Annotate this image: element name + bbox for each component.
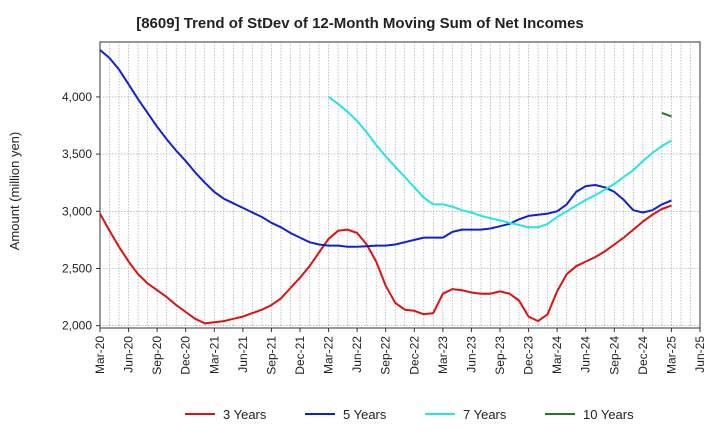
y-axis-title: Amount (million yen) xyxy=(7,132,22,251)
legend-label-7-years: 7 Years xyxy=(463,407,507,422)
chart-title: [8609] Trend of StDev of 12-Month Moving… xyxy=(136,15,584,32)
x-tick-label: Mar-25 xyxy=(664,336,678,374)
x-tick-label: Mar-22 xyxy=(322,336,336,374)
x-tick-label: Dec-21 xyxy=(293,336,307,375)
y-tick-label: 3,000 xyxy=(62,204,92,218)
x-tick-label: Dec-24 xyxy=(636,336,650,375)
series-line-5-years xyxy=(99,49,672,248)
grid-lines xyxy=(100,42,700,328)
legend-label-10-years: 10 Years xyxy=(583,407,634,422)
x-tick-label: Jun-23 xyxy=(464,336,478,373)
series-line-7-years xyxy=(328,96,672,229)
legend-label-3-years: 3 Years xyxy=(223,407,267,422)
x-tick-label: Jun-24 xyxy=(579,336,593,373)
y-tick-label: 3,500 xyxy=(62,147,92,161)
series-line-10-years xyxy=(661,111,672,118)
x-tick-label: Mar-24 xyxy=(550,336,564,374)
series-line-3-years xyxy=(99,204,672,325)
x-tick-label: Dec-23 xyxy=(522,336,536,375)
x-tick-label: Jun-25 xyxy=(693,336,707,373)
plot-border xyxy=(99,41,701,329)
x-tick-label: Mar-23 xyxy=(436,336,450,374)
series-lines xyxy=(99,49,672,325)
y-tick-label: 2,500 xyxy=(62,262,92,276)
x-tick-label: Mar-21 xyxy=(207,336,221,374)
x-tick-label: Dec-22 xyxy=(407,336,421,375)
y-tick-label: 4,000 xyxy=(62,90,92,104)
x-tick-label: Jun-22 xyxy=(350,336,364,373)
x-tick-label: Mar-20 xyxy=(93,336,107,374)
legend-label-5-years: 5 Years xyxy=(343,407,387,422)
legend: 3 Years 5 Years 7 Years 10 Years xyxy=(185,407,634,422)
x-tick-label: Jun-21 xyxy=(236,336,250,373)
plot-area xyxy=(99,41,701,329)
x-tick-label: Sep-24 xyxy=(607,336,621,375)
x-tick-label: Dec-20 xyxy=(179,336,193,375)
x-tick-label: Jun-20 xyxy=(122,336,136,373)
y-axis-ticks: 2,000 2,500 3,000 3,500 4,000 xyxy=(62,90,100,333)
x-tick-label: Sep-22 xyxy=(379,336,393,375)
x-tick-label: Sep-23 xyxy=(493,336,507,375)
x-tick-label: Sep-20 xyxy=(150,336,164,375)
x-tick-label: Sep-21 xyxy=(264,336,278,375)
y-tick-label: 2,000 xyxy=(62,319,92,333)
x-axis-ticks: Mar-20 Jun-20 Sep-20 Dec-20 Mar-21 Jun-21 Sep-… xyxy=(93,328,707,375)
